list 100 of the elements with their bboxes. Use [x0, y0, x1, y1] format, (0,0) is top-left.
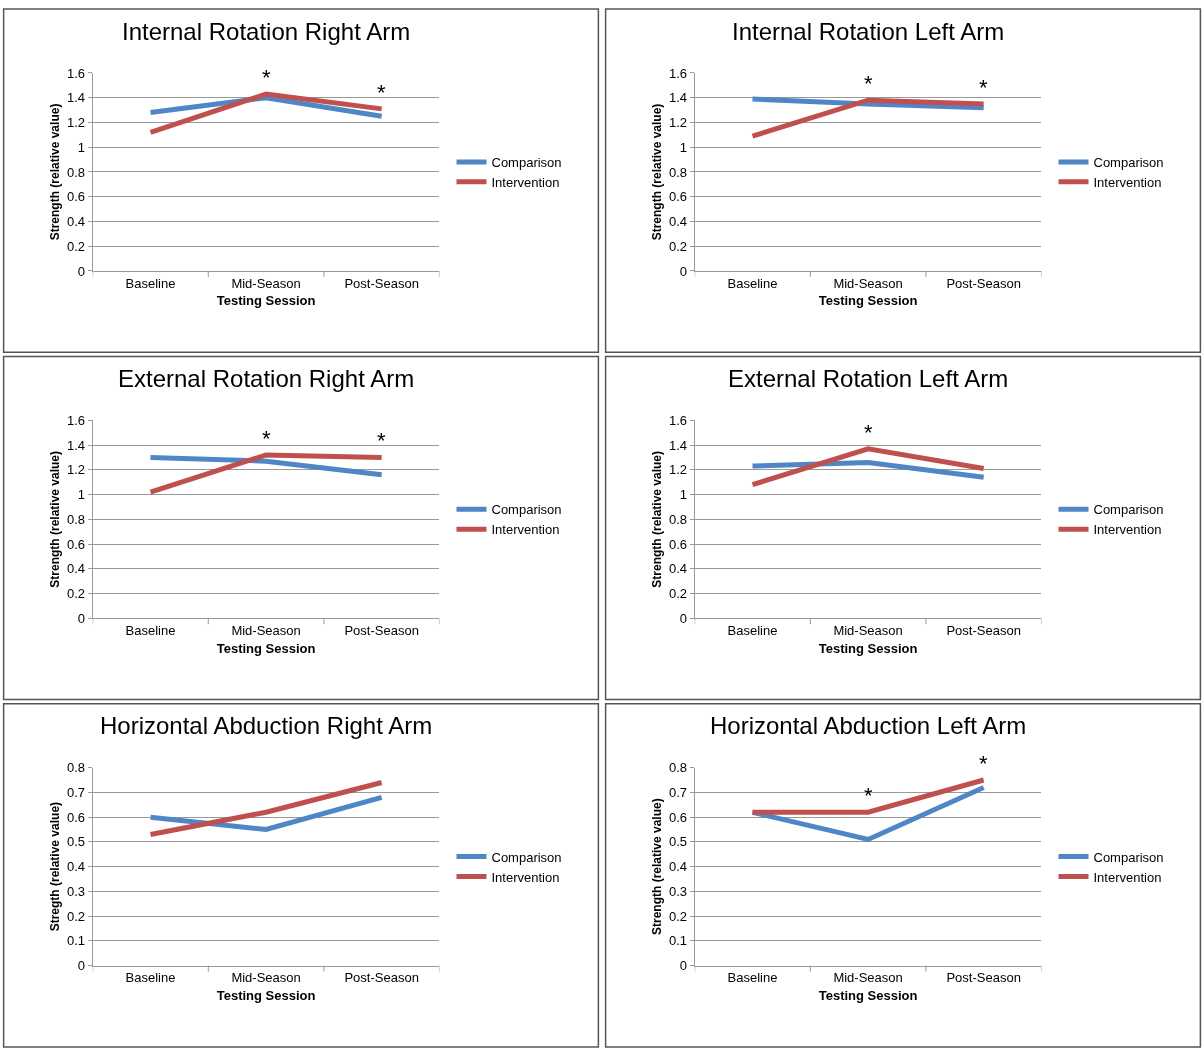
y-tick-label: 0.3 [67, 883, 86, 899]
y-tick-label: 0.4 [67, 214, 86, 230]
annotation: * [377, 80, 386, 105]
chart-title: Horizontal Abduction Right Arm [100, 712, 433, 739]
y-tick-label: 1.2 [67, 115, 86, 131]
y-tick-label: 0.6 [67, 809, 86, 825]
y-tick-label: 0.2 [669, 586, 688, 602]
y-axis-title: Strength (relative value) [48, 450, 63, 588]
annotation: * [377, 428, 386, 453]
y-tick-label: 1.4 [669, 437, 688, 453]
y-tick-label: 0.1 [669, 933, 688, 949]
y-tick-label: 0.3 [669, 883, 688, 899]
y-tick-label: 0.6 [67, 536, 86, 552]
annotation: * [979, 751, 988, 776]
y-tick-label: 0 [77, 958, 86, 974]
y-tick-label: 0.6 [669, 809, 688, 825]
y-tick-label: 0.6 [67, 189, 86, 205]
y-tick-label: 1.4 [669, 90, 688, 106]
x-tick-label: Baseline [727, 970, 778, 986]
y-tick-label: 0.2 [67, 238, 86, 254]
legend-label: Intervention [1093, 869, 1162, 885]
y-tick-label: 0.7 [67, 784, 86, 800]
x-tick-label: Post-Season [344, 275, 419, 291]
chart-title: Horizontal Abduction Left Arm [710, 712, 1027, 739]
x-axis-title: Testing Session [818, 987, 918, 1003]
y-tick-label: 1.4 [67, 437, 86, 453]
y-tick-label: 0.2 [67, 586, 86, 602]
x-tick-label: Baseline [125, 275, 176, 291]
x-axis-title: Testing Session [216, 293, 316, 309]
legend-label: Intervention [491, 869, 560, 885]
y-tick-label: 0.4 [67, 859, 86, 875]
y-axis-title: Strength (relative value) [650, 450, 665, 588]
x-tick-label: Mid-Season [231, 275, 301, 291]
x-tick-label: Baseline [727, 275, 778, 291]
y-tick-label: 0 [77, 610, 86, 626]
x-tick-label: Post-Season [946, 970, 1021, 986]
annotation: * [262, 65, 271, 90]
x-tick-label: Baseline [727, 622, 778, 638]
x-tick-label: Post-Season [344, 622, 419, 638]
y-tick-label: 0 [679, 263, 688, 279]
y-tick-label: 0.7 [669, 784, 688, 800]
x-tick-label: Post-Season [946, 622, 1021, 638]
y-tick-label: 1 [77, 139, 86, 155]
annotation: * [864, 420, 873, 445]
annotation: * [864, 783, 873, 808]
x-tick-label: Baseline [125, 622, 176, 638]
y-tick-label: 0.8 [67, 164, 86, 180]
y-tick-label: 1.2 [669, 462, 688, 478]
y-tick-label: 0.4 [67, 561, 86, 577]
y-tick-label: 0.8 [669, 760, 688, 776]
y-tick-label: 0.8 [669, 511, 688, 527]
y-tick-label: 1.6 [669, 65, 688, 81]
y-axis-title: Strength (relative value) [650, 798, 665, 936]
legend-label: Comparison [491, 849, 562, 865]
x-axis-title: Testing Session [818, 293, 918, 309]
y-tick-label: 0.4 [669, 561, 688, 577]
annotation: * [262, 426, 271, 451]
y-tick-label: 0.8 [67, 511, 86, 527]
legend-label: Intervention [491, 522, 560, 538]
y-tick-label: 1 [77, 487, 86, 503]
y-tick-label: 0.5 [67, 834, 86, 850]
y-tick-label: 0.8 [67, 760, 86, 776]
chart-title: Internal Rotation Right Arm [122, 18, 411, 45]
y-tick-label: 1.6 [67, 412, 86, 428]
legend-label: Intervention [491, 174, 560, 190]
y-tick-label: 0.4 [669, 214, 688, 230]
y-tick-label: 0.4 [669, 859, 688, 875]
legend-label: Comparison [491, 155, 562, 170]
y-tick-label: 1.2 [669, 115, 688, 131]
x-axis-title: Testing Session [216, 640, 316, 656]
y-tick-label: 1 [679, 487, 688, 503]
x-tick-label: Mid-Season [231, 622, 301, 638]
x-axis-title: Testing Session [818, 640, 918, 656]
y-tick-label: 1.2 [67, 462, 86, 478]
x-axis-title: Testing Session [216, 987, 316, 1003]
annotation: * [979, 75, 988, 100]
x-tick-label: Mid-Season [231, 970, 301, 986]
y-tick-label: 0.1 [67, 933, 86, 949]
legend-label: Comparison [491, 502, 562, 518]
legend-label: Comparison [1093, 849, 1164, 865]
y-tick-label: 0 [77, 263, 86, 279]
y-tick-label: 0.6 [669, 536, 688, 552]
chart-title: External Rotation Left Arm [728, 365, 1009, 392]
y-tick-label: 1.4 [67, 90, 86, 106]
x-tick-label: Baseline [125, 970, 176, 986]
y-axis-title: Strength (relative value) [650, 103, 665, 241]
chart-title: External Rotation Right Arm [118, 365, 415, 392]
y-axis-title: Strength (relative value) [48, 103, 63, 241]
y-tick-label: 0.6 [669, 189, 688, 205]
legend-label: Comparison [1093, 155, 1164, 170]
annotation: * [864, 71, 873, 96]
y-tick-label: 0 [679, 958, 688, 974]
y-tick-label: 0.8 [669, 164, 688, 180]
legend-label: Intervention [1093, 174, 1162, 190]
y-tick-label: 0.2 [669, 908, 688, 924]
legend-label: Comparison [1093, 502, 1164, 518]
y-axis-title: Stregth (relative value) [48, 801, 63, 932]
y-tick-label: 1.6 [67, 65, 86, 81]
chart-title: Internal Rotation Left Arm [732, 18, 1005, 45]
x-tick-label: Mid-Season [833, 970, 903, 986]
